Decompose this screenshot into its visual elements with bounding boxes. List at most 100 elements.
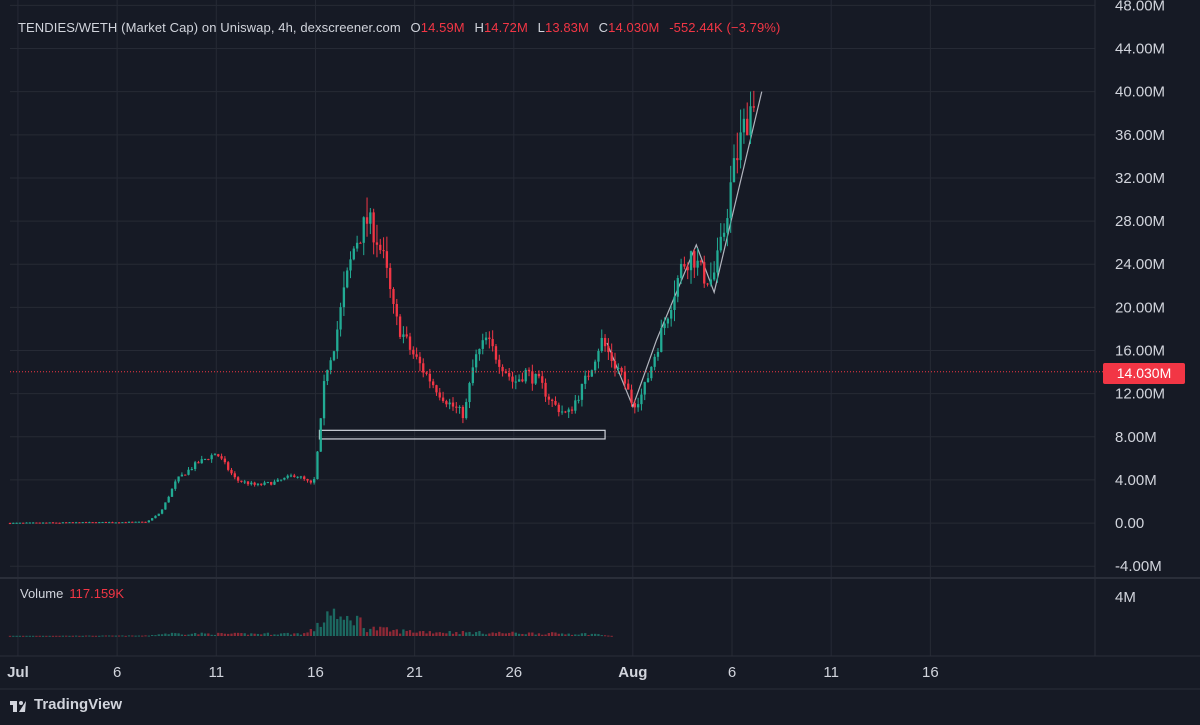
candle-body [749,106,752,136]
volume-bar [22,635,25,637]
volume-bar [445,633,448,636]
candle-body [620,367,623,372]
candle-body [141,521,144,523]
volume-bar [448,631,451,636]
candle-body [696,260,699,268]
volume-bar [147,635,151,637]
candle-body [577,399,580,401]
time-axis[interactable]: Jul 6 11 16 21 26 Aug 6 11 16 [7,664,939,681]
candle-body [646,378,650,383]
candle-body [38,522,41,524]
candle-body [108,522,111,524]
volume-bar [408,630,412,636]
drawings-layer[interactable] [318,91,763,440]
candle-body [544,382,547,397]
candle-body [623,371,627,384]
volume-bar [346,615,349,636]
candle-body [220,456,223,459]
candle-body [71,522,74,524]
candle-body [431,381,435,386]
candle-body [227,462,230,470]
time-tick-label: 16 [307,664,324,681]
candle-body [716,250,719,273]
volume-bar [461,630,465,636]
candle-body [395,304,398,317]
volume-bar [488,633,491,636]
price-tick-label: 28.00M [1115,213,1165,230]
volume-bar [339,616,342,636]
time-tick-label: Jul [7,664,29,681]
symbol-title: TENDIES/WETH (Market Cap) on Uniswap, 4h… [18,20,401,35]
price-tick-label: 32.00M [1115,170,1165,187]
volume-bar [41,635,45,637]
candle-body [719,236,722,251]
volume-bar [478,631,481,636]
time-tick-label: 6 [728,664,736,681]
candle-body [170,488,174,497]
candle-body [732,158,736,183]
volume-bar [55,635,58,637]
candle-body [243,481,246,483]
candle-body [613,360,617,369]
volume-bar [94,635,98,637]
price-axis[interactable]: 48.00M 44.00M 40.00M 36.00M 32.00M 28.00M 24.0… [1115,0,1165,575]
volume-bar [167,634,170,636]
candle-body [474,354,478,368]
volume-bar [203,633,207,636]
volume-bar [547,632,551,636]
volume-bar [458,634,461,636]
candle-body [369,212,372,224]
volume-bar [240,633,243,636]
close-value: 14.030M [608,20,660,35]
volume-bar [35,635,38,637]
candle-body [283,477,286,480]
volume-bar [392,630,395,636]
candle-body [329,360,332,370]
candle-body [656,351,660,357]
candle-body [541,376,544,383]
volume-bar [600,635,603,637]
volume-bar [279,633,283,636]
candle-body [253,482,256,485]
volume-bar [108,635,111,637]
volume-bar [438,632,441,636]
volume-bar [150,634,154,636]
candle-body [636,404,640,408]
volume-bar [349,620,352,636]
volume-bar [160,634,164,636]
volume-bar [220,633,223,636]
candle-body [299,476,303,478]
volume-bar [227,633,230,636]
tradingview-brand[interactable]: TradingView [10,696,122,713]
volume-bar [375,630,379,636]
volume-bar [25,635,28,637]
candle-body [739,132,742,161]
candle-body [160,509,164,514]
volume-bar [117,635,121,637]
time-tick-label: Aug [618,664,647,681]
volume-bar [365,632,369,636]
candle-body [689,251,693,271]
candle-body [35,522,38,524]
candle-body [276,479,279,482]
volume-bar [111,635,114,637]
volume-bar [560,633,564,636]
volume-bar [174,633,177,636]
volume-bar [491,632,494,636]
high-value: 14.72M [483,20,528,35]
candle-body [481,340,484,349]
candle-body [104,522,108,524]
volume-bar [474,632,478,636]
candle-body [316,451,319,480]
volume-bar [289,634,293,636]
candle-body [508,373,511,377]
candle-body [61,522,65,524]
candle-body [336,329,339,352]
volume-bar [554,632,557,636]
candle-body [726,218,729,233]
volume-bar [517,633,521,636]
candle-body [349,259,352,271]
candle-body [405,334,408,337]
candle-body [627,383,630,390]
